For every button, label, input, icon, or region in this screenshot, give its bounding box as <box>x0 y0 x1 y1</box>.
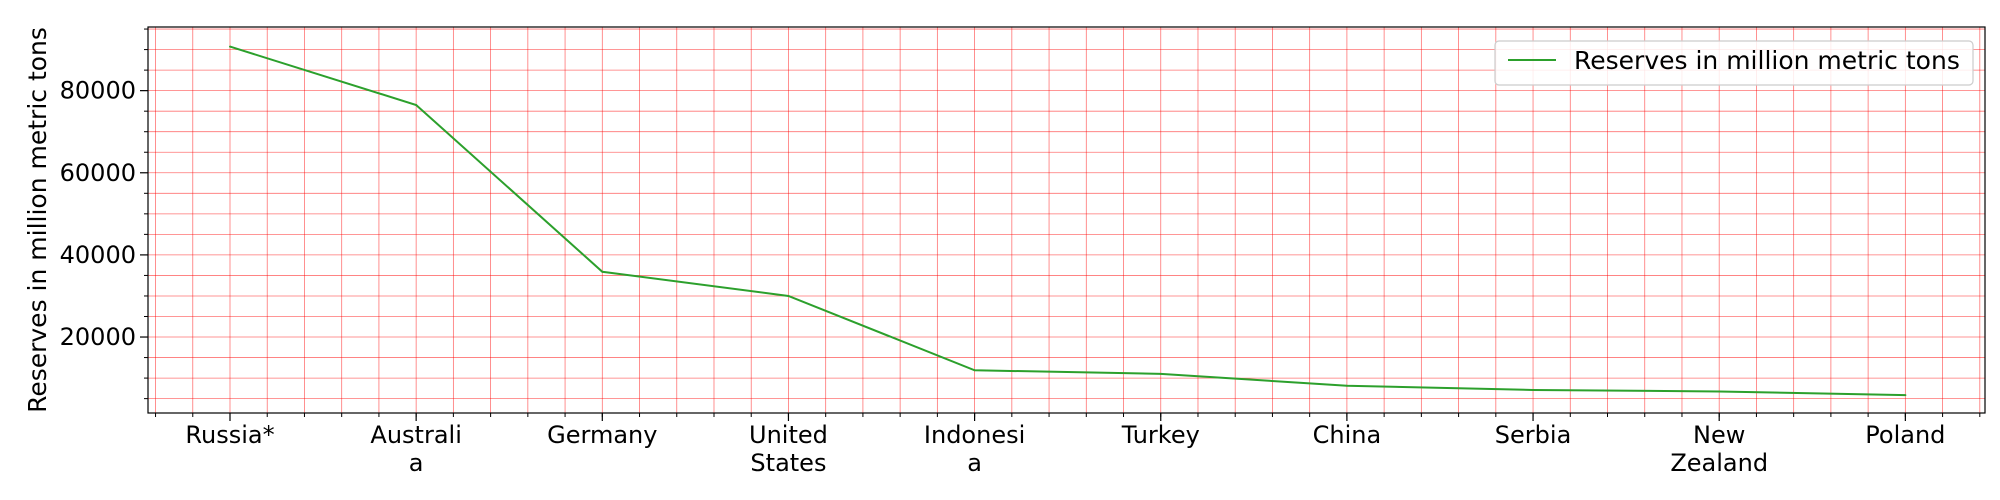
x-axis: Russia* Australi a Germany United States Indon… <box>155 413 1981 477</box>
x-tick-label: Australi a <box>370 421 461 477</box>
data-point <box>1718 390 1721 393</box>
y-tick-label: 20000 <box>60 323 136 351</box>
y-tick-label: 40000 <box>60 241 136 269</box>
data-point <box>1904 394 1907 397</box>
data-point <box>229 45 231 48</box>
legend: Reserves in million metric tons <box>1494 40 1974 86</box>
data-point <box>601 270 604 273</box>
x-tick-label: New Zealand <box>1670 421 1768 477</box>
x-tick-label: Russia* <box>185 421 274 449</box>
grid-lines <box>148 27 1985 413</box>
y-tick-label: 80000 <box>60 77 136 105</box>
legend-label: Reserves in million metric tons <box>1574 46 1960 75</box>
x-tick-label: Indonesi a <box>924 421 1025 477</box>
y-axis-label: Reserves in million metric tons <box>23 27 52 413</box>
data-point <box>1532 388 1535 391</box>
y-tick-label: 60000 <box>60 159 136 187</box>
x-tick-label: Serbia <box>1495 421 1571 449</box>
legend-box <box>1494 40 1974 86</box>
x-tick-label: Germany <box>547 421 657 449</box>
x-tick-label: Poland <box>1865 421 1945 449</box>
series-layer <box>229 45 1907 397</box>
x-tick-label: United States <box>749 421 828 477</box>
x-tick-label: China <box>1313 421 1382 449</box>
data-point <box>787 294 790 297</box>
data-point <box>1159 372 1162 375</box>
data-point <box>1345 384 1348 387</box>
data-point <box>415 103 418 106</box>
y-axis: 20000 40000 60000 80000 <box>60 28 148 400</box>
data-point <box>973 369 976 372</box>
x-tick-label: Turkey <box>1121 421 1200 449</box>
plot-frame <box>147 26 1986 414</box>
series-line <box>229 45 1906 397</box>
